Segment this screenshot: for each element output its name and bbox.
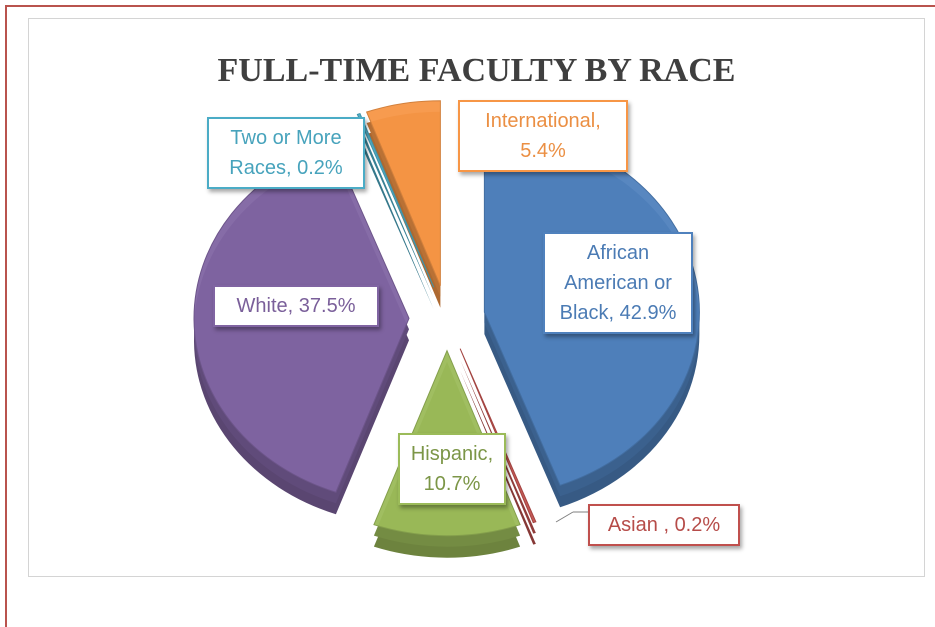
label-separator: , (287, 295, 299, 317)
page: FULL-TIME FACULTY BY RACE (() => { const… (5, 5, 935, 627)
slice-side (357, 124, 434, 299)
label-separator: , (285, 157, 298, 179)
label-category: African American or Black (559, 242, 678, 324)
pie-chart (193, 100, 700, 558)
label-category: Hispanic (410, 443, 488, 465)
label-category: Two or More Races (229, 127, 348, 179)
data-label: Two or More Races, 0.2% (207, 117, 365, 189)
label-separator: , (608, 302, 620, 324)
slice-side (357, 135, 434, 310)
data-label: White, 37.5% (213, 285, 379, 327)
chart-area (28, 18, 925, 577)
label-value: 5.4% (520, 140, 566, 162)
page-border (5, 5, 935, 627)
data-label: International, 5.4% (458, 100, 628, 172)
label-value: 0.2% (297, 157, 343, 179)
label-category: Asian (607, 514, 664, 536)
chart-title: FULL-TIME FACULTY BY RACE (217, 52, 736, 89)
label-value: 42.9% (619, 302, 677, 324)
label-separator: , (487, 443, 499, 465)
label-value: 37.5% (298, 295, 356, 317)
data-label: Asian , 0.2% (588, 504, 740, 546)
label-separator: , (595, 110, 607, 132)
slice (356, 112, 435, 288)
data-label: African American or Black, 42.9% (543, 232, 693, 334)
label-value: 10.7% (423, 473, 481, 495)
data-label: Hispanic, 10.7% (398, 433, 506, 505)
label-value: 0.2% (674, 514, 721, 536)
label-category: International (485, 110, 596, 132)
slice (365, 100, 441, 286)
leader-line (555, 511, 574, 523)
label-separator: , (663, 514, 675, 536)
label-category: White (236, 295, 288, 317)
